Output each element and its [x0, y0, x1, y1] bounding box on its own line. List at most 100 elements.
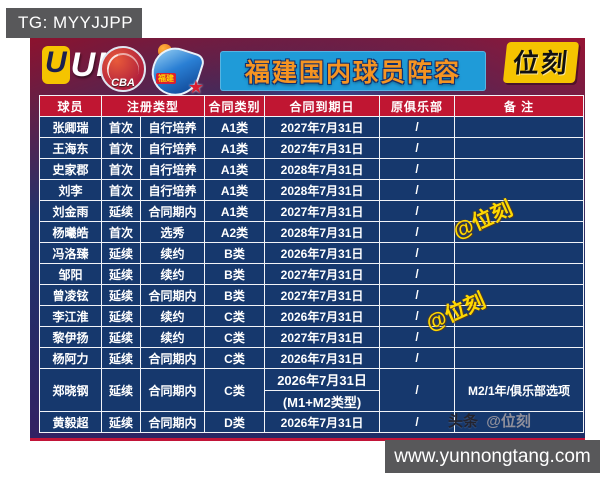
cell-reg-mode: 自行培养 [139, 116, 206, 138]
cell-note [454, 200, 585, 222]
cell-reg-mode: 合同期内 [139, 368, 206, 412]
table-row: 王海东 首次 自行培养 A1类 2027年7月31日 / [39, 137, 585, 159]
cell-contract-category: B类 [204, 242, 266, 264]
cell-contract-end: 2027年7月31日 [264, 263, 381, 285]
cell-contract-category: C类 [204, 305, 266, 327]
cell-reg-mode: 续约 [139, 305, 206, 327]
cell-reg-mode: 合同期内 [139, 200, 206, 222]
cell-reg-mode: 续约 [139, 326, 206, 348]
cell-contract-category: C类 [204, 326, 266, 348]
table-row: 冯洛臻 延续 续约 B类 2026年7月31日 / [39, 242, 585, 264]
cell-player-name: 邹阳 [39, 263, 102, 285]
cell-reg-status: 首次 [101, 221, 141, 243]
cell-contract-end: 2028年7月31日 [264, 221, 381, 243]
header-contract-cat: 合同类别 [204, 95, 266, 117]
cell-reg-status: 延续 [101, 347, 141, 369]
star-icon: ★ [187, 77, 204, 97]
cell-note [454, 305, 585, 327]
cell-orig-club: / [379, 221, 456, 243]
cell-note [454, 284, 585, 306]
cell-player-name: 李江淮 [39, 305, 102, 327]
brand-logo: 位刻 [502, 42, 580, 83]
header-orig-club: 原俱乐部 [379, 95, 456, 117]
cell-reg-mode: 合同期内 [139, 411, 206, 433]
cell-note [454, 158, 585, 180]
cell-note [454, 263, 585, 285]
table-row: 郑晓钢 延续 合同期内 C类 2026年7月31日 (M1+M2类型) / M2/1年/俱乐部… [39, 368, 585, 412]
table-row: 刘李 首次 自行培养 A1类 2028年7月31日 / [39, 179, 585, 201]
cell-contract-end: 2027年7月31日 [264, 116, 381, 138]
uuk-logo-letter: U [42, 46, 70, 84]
cell-orig-club: / [379, 179, 456, 201]
cell-note [454, 221, 585, 243]
cell-note [454, 137, 585, 159]
table-row: 刘金雨 延续 合同期内 A1类 2027年7月31日 / [39, 200, 585, 222]
cell-orig-club: / [379, 326, 456, 348]
fujian-logo-label: 福建 [156, 73, 176, 84]
header-reg-type: 注册类型 [100, 95, 206, 117]
cell-reg-status: 延续 [101, 411, 141, 433]
cell-player-name: 刘李 [39, 179, 102, 201]
cell-reg-status: 延续 [101, 326, 141, 348]
cba-logo-icon: CBA [100, 46, 146, 92]
cell-contract-end: 2026年7月31日 [264, 242, 381, 264]
cell-contract-end: 2027年7月31日 [264, 326, 381, 348]
cell-orig-club: / [379, 158, 456, 180]
telegram-badge: TG: MYYJJPP [6, 8, 142, 38]
cell-reg-status: 首次 [101, 158, 141, 180]
cell-note [454, 179, 585, 201]
cell-reg-mode: 自行培养 [139, 137, 206, 159]
roster-table: 球员 注册类型 合同类别 合同到期日 原俱乐部 备 注 张卿瑞 首次 自行培养 A1类… [39, 95, 585, 433]
cell-contract-category: D类 [204, 411, 266, 433]
table-row: 黎伊扬 延续 续约 C类 2027年7月31日 / [39, 326, 585, 348]
cell-player-name: 史家郡 [39, 158, 102, 180]
cell-contract-category: A1类 [204, 116, 266, 138]
cell-note [454, 347, 585, 369]
cell-contract-category: C类 [204, 347, 266, 369]
table-row: 邹阳 延续 续约 B类 2027年7月31日 / [39, 263, 585, 285]
cell-orig-club: / [379, 137, 456, 159]
cell-contract-end: 2028年7月31日 [264, 179, 381, 201]
website-badge: www.yunnongtang.com [385, 440, 600, 473]
cell-orig-club: / [379, 116, 456, 138]
cell-orig-club: / [379, 305, 456, 327]
cell-contract-category: B类 [204, 284, 266, 306]
cell-reg-status: 首次 [101, 116, 141, 138]
cell-contract-end: 2027年7月31日 [264, 200, 381, 222]
cell-reg-status: 延续 [101, 305, 141, 327]
cell-player-name: 杨阿力 [39, 347, 102, 369]
cell-reg-mode: 续约 [139, 242, 206, 264]
basketball-lines-icon [101, 47, 145, 91]
cell-reg-mode: 续约 [139, 263, 206, 285]
cell-note: M2/1年/俱乐部选项 [454, 368, 585, 412]
cell-player-name: 张卿瑞 [39, 116, 102, 138]
cba-logo-label: CBA [111, 77, 135, 89]
cell-reg-mode: 自行培养 [139, 158, 206, 180]
cell-player-name: 王海东 [39, 137, 102, 159]
cell-note [454, 116, 585, 138]
cell-contract-end: 2027年7月31日 [264, 137, 381, 159]
cell-note [454, 326, 585, 348]
cell-player-name: 冯洛臻 [39, 242, 102, 264]
table-row: 李江淮 延续 续约 C类 2026年7月31日 / [39, 305, 585, 327]
cell-reg-status: 延续 [101, 368, 141, 412]
cell-reg-status: 首次 [101, 137, 141, 159]
table-row: 黄毅超 延续 合同期内 D类 2026年7月31日 / [39, 411, 585, 433]
table-row: 曾凌铉 延续 合同期内 B类 2027年7月31日 / [39, 284, 585, 306]
cell-orig-club: / [379, 284, 456, 306]
cell-note [454, 411, 585, 433]
cell-orig-club: / [379, 200, 456, 222]
cell-note [454, 242, 585, 264]
cell-contract-end-date: 2026年7月31日 [277, 373, 367, 388]
cell-contract-end: 2028年7月31日 [264, 158, 381, 180]
cell-player-name: 杨曦皓 [39, 221, 102, 243]
cell-orig-club: / [379, 242, 456, 264]
cell-reg-status: 延续 [101, 200, 141, 222]
table-row: 杨曦皓 首次 选秀 A2类 2028年7月31日 / [39, 221, 585, 243]
cell-reg-status: 延续 [101, 263, 141, 285]
cell-contract-category: A2类 [204, 221, 266, 243]
cell-contract-category: A1类 [204, 179, 266, 201]
roster-body: 张卿瑞 首次 自行培养 A1类 2027年7月31日 / 王海东 首次 自行培养 A1类 2027年… [39, 116, 585, 433]
cell-player-name: 黎伊扬 [39, 326, 102, 348]
cell-contract-end: 2026年7月31日 [264, 347, 381, 369]
